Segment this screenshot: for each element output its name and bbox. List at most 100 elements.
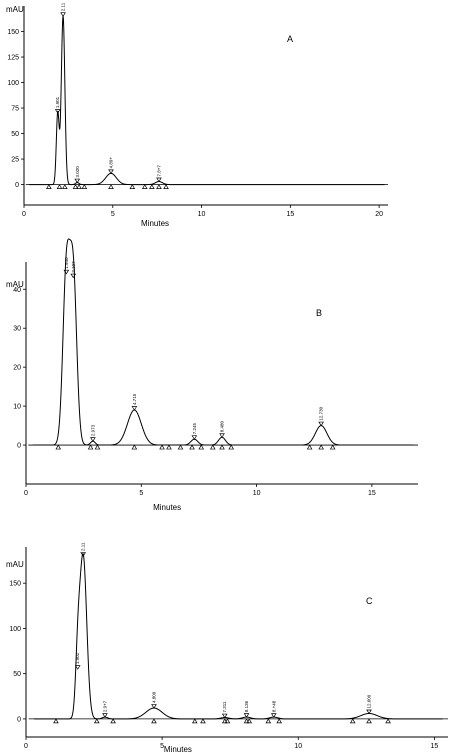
integration-marker <box>166 444 172 450</box>
integration-marker <box>366 718 372 724</box>
peak-label: 3.020 <box>75 166 80 178</box>
integration-marker <box>189 444 195 450</box>
integration-marker <box>159 444 165 450</box>
chart-panel-a: 0 25 50 75 100 125 150 0 5 10 15 20 mAU Minutes A 1.901… <box>6 2 388 228</box>
x-tick-label: 10 <box>294 743 302 750</box>
integration-marker <box>329 444 336 450</box>
peak-label: 4.89+ <box>109 157 114 169</box>
peak-apex-marker <box>102 713 108 718</box>
x-tick-label: 10 <box>198 211 206 218</box>
chart-panel-c: 0 50 100 150 0 5 10 15 mAU Minutes C 1.902 2.11 2.9+7… <box>6 542 448 754</box>
x-tick-label: 15 <box>286 211 294 218</box>
y-tick-label: 150 <box>9 581 21 588</box>
y-tick-label: 75 <box>11 106 19 113</box>
peak-label: 8.+48 <box>271 700 276 712</box>
peak-apex-marker <box>90 437 96 442</box>
integration-marker <box>151 718 157 724</box>
x-tick-label: 10 <box>253 490 261 497</box>
y-tick-label: 100 <box>7 80 19 87</box>
integration-marker <box>53 718 59 724</box>
integration-marker <box>141 184 148 189</box>
chart-panel-b: 0 10 20 30 40 0 5 10 15 mAU Minutes B 1.940 2.107 2.97… <box>6 238 418 512</box>
y-tick-label: 150 <box>7 29 19 36</box>
integration-marker <box>191 718 198 724</box>
chromatogram-trace <box>32 238 414 446</box>
integration-marker <box>198 444 205 450</box>
peak-label: 2.11 <box>61 2 66 11</box>
chromatogram-trace <box>34 552 443 720</box>
peak-apex-marker <box>54 109 61 114</box>
y-tick-label: 100 <box>9 626 21 633</box>
integration-marker <box>306 444 313 450</box>
peak-apex-marker <box>108 169 114 175</box>
integration-marker <box>93 718 100 724</box>
integration-marker <box>265 718 272 724</box>
peak-label: 1.902 <box>75 652 80 664</box>
y-tick-label: 0 <box>17 443 21 450</box>
peak-apex-marker <box>74 665 81 670</box>
x-tick-label: 0 <box>22 211 26 218</box>
integration-marker <box>200 718 206 724</box>
integration-marker <box>224 718 231 724</box>
y-tick-label: 30 <box>13 326 21 333</box>
peak-label: 8.136 <box>244 700 249 712</box>
peak-label: 1.940 <box>64 257 69 269</box>
integration-marker <box>385 718 391 724</box>
peak-label: 7.8+7 <box>156 165 161 177</box>
integration-marker <box>55 444 62 450</box>
y-tick-label: 125 <box>7 55 19 62</box>
peak-label: 8.480 <box>220 421 225 433</box>
peak-apex-marker <box>270 713 277 718</box>
peak-apex-marker <box>156 177 162 183</box>
integration-marker <box>87 444 94 450</box>
x-axis-label: Minutes <box>141 219 169 228</box>
integration-marker <box>349 718 356 724</box>
integration-marker <box>110 718 116 724</box>
integration-marker <box>209 444 216 450</box>
peak-apex-marker <box>318 421 324 427</box>
integration-marker <box>129 184 136 189</box>
peak-label: 2.973 <box>90 424 95 436</box>
x-tick-label: 15 <box>430 743 438 750</box>
integration-marker <box>163 184 169 189</box>
y-tick-label: 20 <box>13 365 21 372</box>
peak-apex-marker <box>80 552 87 557</box>
y-tick-label: 40 <box>13 287 21 294</box>
peak-apex-marker <box>191 435 198 440</box>
peak-apex-marker <box>63 269 70 275</box>
peak-apex-marker <box>60 12 66 17</box>
panel-label: A <box>287 34 293 44</box>
integration-marker <box>72 184 79 189</box>
integration-marker <box>246 718 253 724</box>
peak-apex-marker <box>131 406 138 411</box>
x-tick-label: 5 <box>160 743 164 750</box>
integration-marker <box>276 718 283 724</box>
x-axis-label: Minutes <box>153 503 181 512</box>
integration-marker <box>156 184 162 189</box>
integration-marker <box>46 184 52 189</box>
integration-marker <box>219 444 225 450</box>
y-axis-label: mAU <box>6 5 24 14</box>
peak-label: 4.715 <box>132 393 137 405</box>
peak-label: 2.9+7 <box>102 700 107 712</box>
y-tick-label: 50 <box>11 131 19 138</box>
panel-label: C <box>366 596 373 606</box>
integration-marker <box>81 184 88 189</box>
peak-label: 2.11 <box>81 542 86 551</box>
x-tick-label: 5 <box>111 211 115 218</box>
peak-label: 4.809 <box>151 691 156 703</box>
x-tick-label: 0 <box>24 743 28 750</box>
chromatogram-trace <box>29 16 385 186</box>
integration-marker <box>221 718 228 724</box>
y-tick-label: 10 <box>13 404 21 411</box>
integration-marker <box>243 718 250 724</box>
peak-apex-marker <box>151 704 157 709</box>
integration-marker <box>318 444 324 450</box>
y-axis-label: mAU <box>6 560 24 569</box>
y-tick-label: 0 <box>15 182 19 189</box>
peak-apex-marker <box>219 433 225 438</box>
peak-apex-marker <box>74 178 81 184</box>
peak-label: 7.245 <box>192 422 197 434</box>
x-tick-label: 5 <box>139 490 143 497</box>
